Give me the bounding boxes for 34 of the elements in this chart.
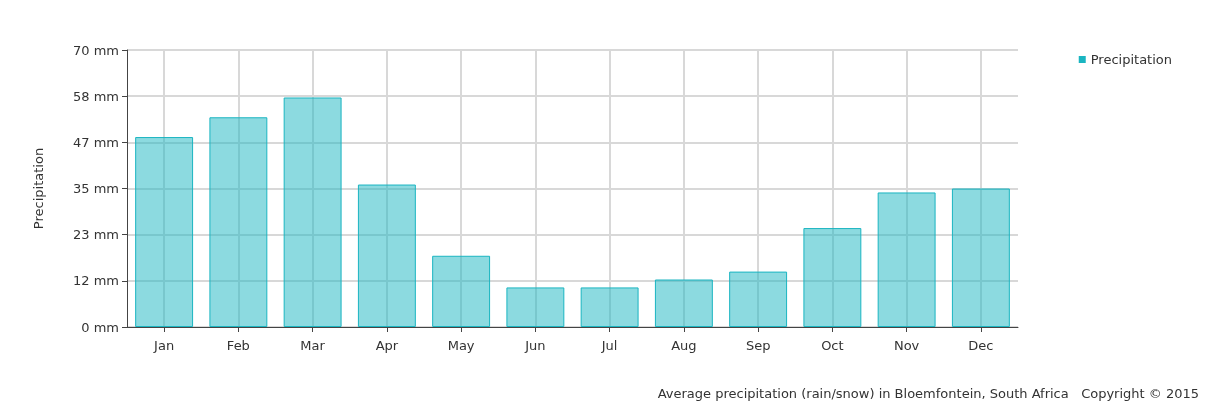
y-tick-label: 0 mm <box>81 319 119 335</box>
legend-label: Precipitation <box>1090 52 1173 67</box>
y-tick-label: 35 mm <box>72 181 119 196</box>
bar <box>357 184 416 327</box>
y-tick-label: 47 mm <box>72 134 119 150</box>
bar <box>877 192 936 327</box>
x-tick-label: Aug <box>671 338 697 353</box>
x-tick-label: Jun <box>524 338 546 353</box>
bar <box>580 287 639 327</box>
y-axis-title: Precipitation <box>31 147 46 230</box>
text: Average precipitation (rain/snow) in Bloemfontein, South Africa Copyright © 2015 <box>657 386 1199 401</box>
x-tick-label: Dec <box>968 338 994 353</box>
x-tick-label: Nov <box>893 338 920 353</box>
x-tick-label: Apr <box>375 338 399 353</box>
bar <box>432 255 491 327</box>
bar <box>135 137 194 327</box>
bar <box>283 97 342 327</box>
y-tick-label: 12 mm <box>72 273 119 289</box>
x-tick-label: Mar <box>300 338 326 353</box>
bar <box>654 279 713 327</box>
x-tick-label: May <box>447 338 475 353</box>
bar <box>729 271 788 327</box>
bar <box>951 188 1010 327</box>
x-tick-label: Oct <box>821 338 844 353</box>
x-tick-label: Jan <box>153 338 175 353</box>
bar <box>506 287 565 327</box>
x-tick-label: Feb <box>226 338 250 353</box>
y-tick-label: 23 mm <box>72 227 119 243</box>
bar <box>803 228 862 327</box>
x-tick-label: Sep <box>745 338 771 353</box>
y-tick-label: 70 mm <box>72 42 119 58</box>
bar <box>209 117 268 327</box>
x-tick-label: Jul <box>600 338 618 353</box>
y-tick-label: 58 mm <box>72 88 119 104</box>
